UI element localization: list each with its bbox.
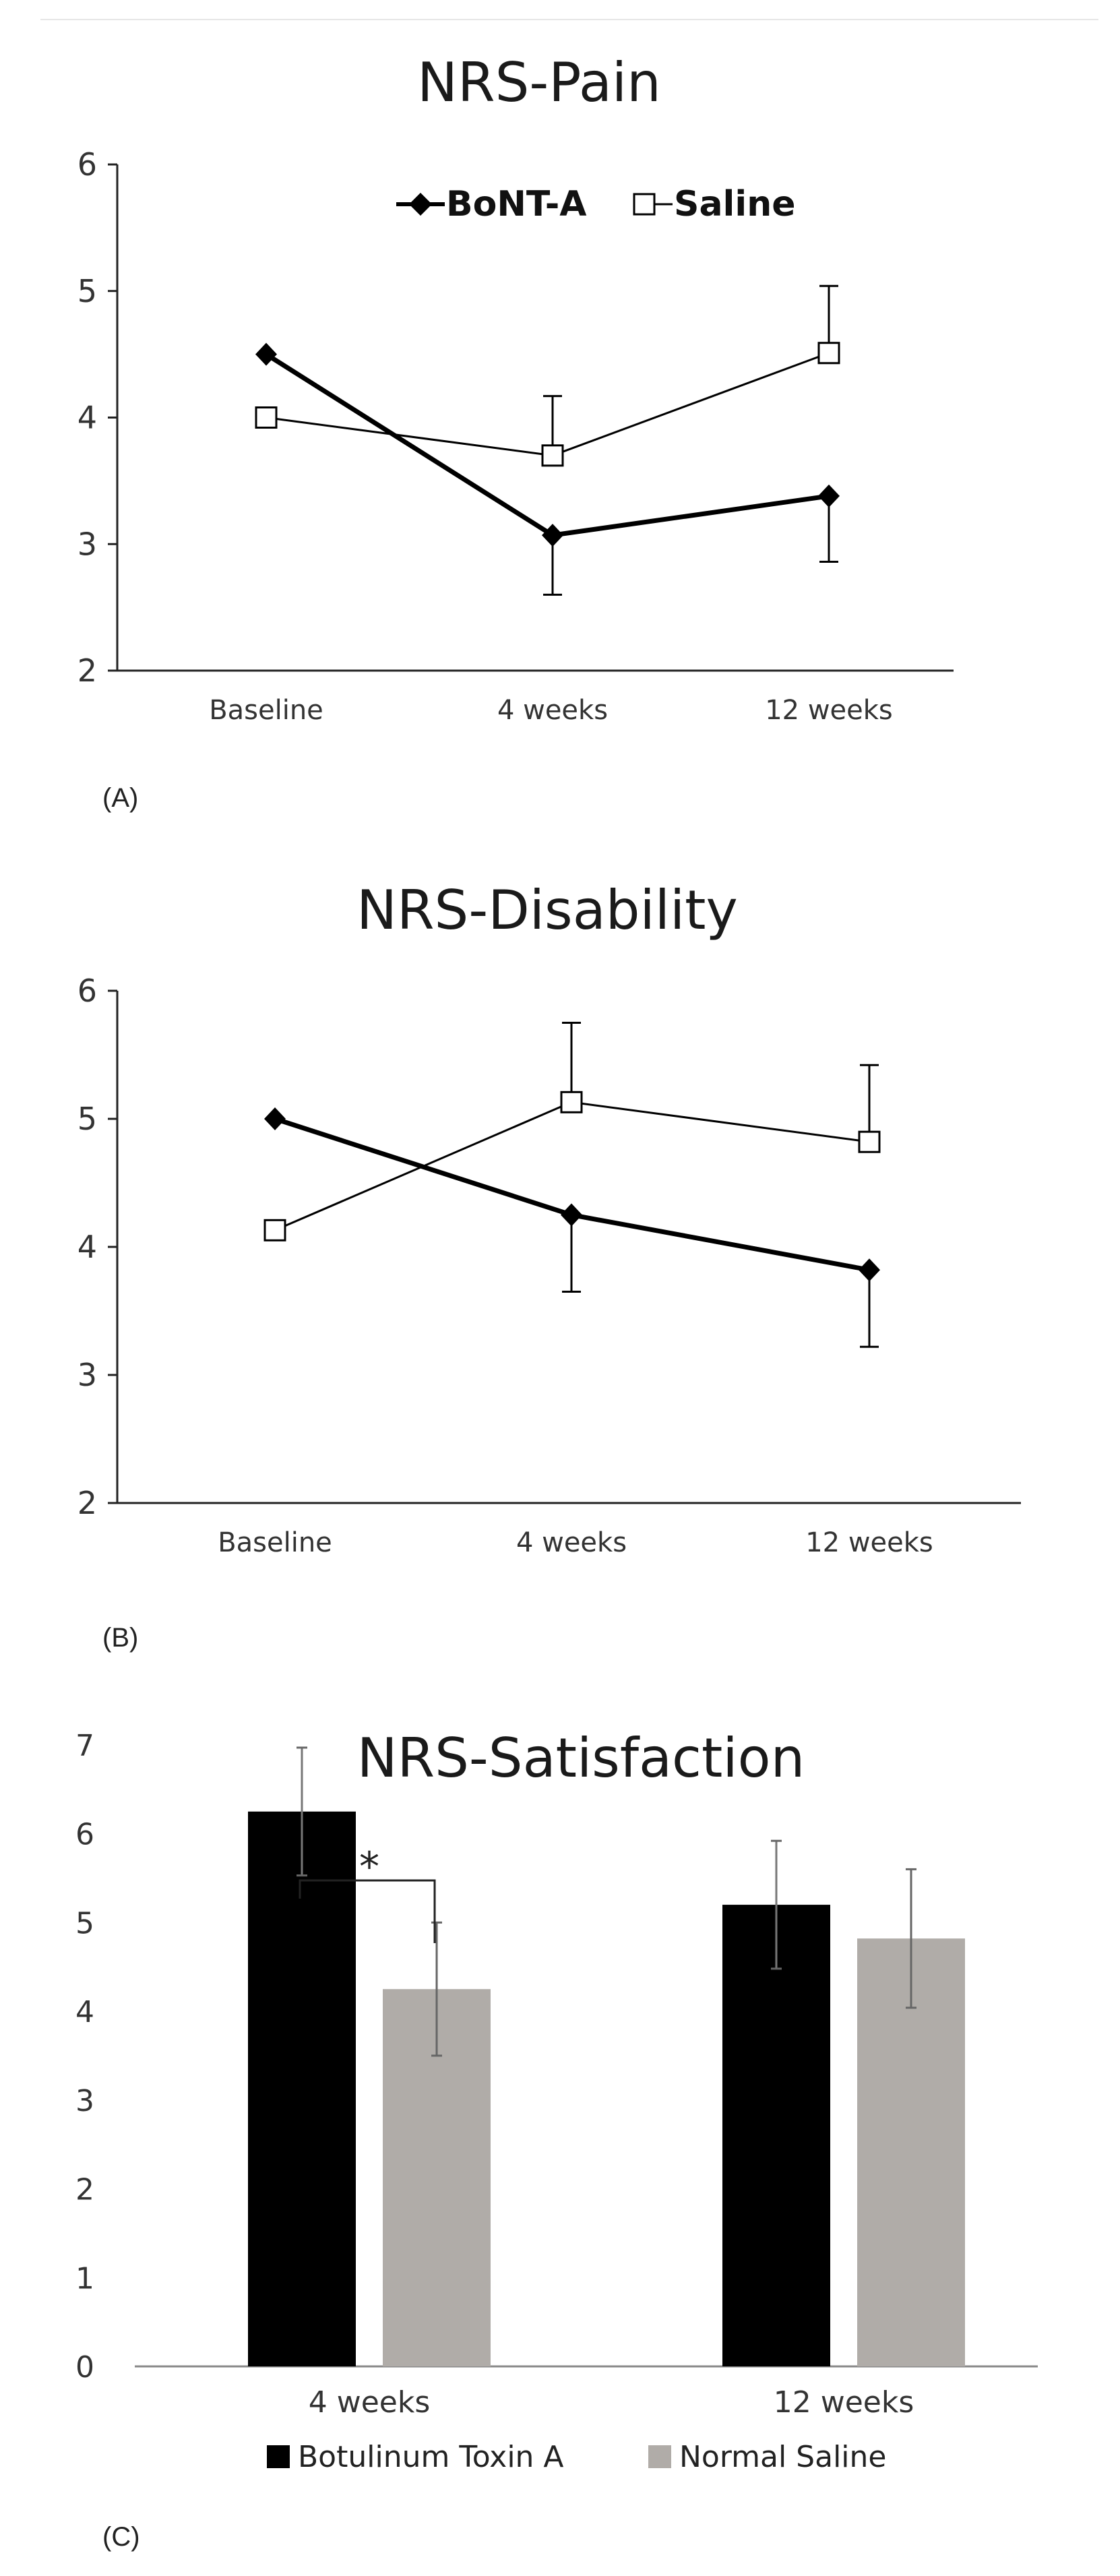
data-point (561, 1203, 582, 1227)
x-tick-label: Baseline (218, 1527, 332, 1558)
data-point (859, 1258, 880, 1282)
y-tick-label: 6 (75, 1818, 94, 1852)
bar (722, 1905, 830, 2366)
bar (248, 1811, 356, 2366)
y-tick-label: 2 (77, 652, 97, 689)
legend-saline-label: Saline (674, 184, 795, 224)
significance-bracket: * (299, 1843, 436, 1943)
y-tick-label: 1 (75, 2261, 94, 2296)
legend: BoNT-A Saline (396, 184, 795, 224)
y-tick-label: 0 (75, 2350, 94, 2385)
x-axis: Baseline 4 weeks 12 weeks (117, 669, 954, 726)
y-tick-label: 3 (77, 1357, 97, 1393)
y-tick-label: 4 (75, 1995, 94, 2029)
data-point (818, 484, 840, 508)
chart-nrs-disability: NRS-Disability 2 3 4 5 6 Baseline 4 weeks 12 w… (77, 879, 1021, 1558)
panel-a: NRS-Pain 2 3 4 5 6 Baseline 4 weeks 12 weeks B… (0, 0, 1120, 836)
series-botulinum-toxin-a (248, 1746, 830, 2366)
x-tick-label: 4 weeks (516, 1527, 627, 1558)
chart-title: NRS-Pain (417, 51, 661, 114)
legend-bont-label: BoNT-A (446, 184, 587, 224)
x-axis: 4 weeks 12 weeks (135, 2365, 1038, 2420)
data-point (542, 524, 563, 547)
legend-saline-label: Normal Saline (679, 2440, 886, 2474)
panel-c: NRS-Satisfaction 0 1 2 3 4 5 6 7 4 weeks 12 week… (0, 1678, 1120, 2576)
legend-saline-swatch (648, 2445, 671, 2468)
x-tick-label: 4 weeks (309, 2385, 431, 2420)
x-tick-label: 4 weeks (497, 695, 608, 726)
chart-title: NRS-Satisfaction (357, 1727, 805, 1789)
y-axis: 0 1 2 3 4 5 6 7 (75, 1729, 94, 2385)
data-point (263, 1219, 286, 1241)
data-point (255, 406, 278, 429)
y-tick-label: 4 (77, 1229, 97, 1265)
legend: Botulinum Toxin A Normal Saline (267, 2440, 886, 2474)
y-tick-label: 3 (75, 2084, 94, 2118)
data-point (560, 1091, 583, 1113)
y-axis: 2 3 4 5 6 (77, 146, 119, 689)
x-tick-label: Baseline (209, 695, 323, 726)
top-divider (40, 19, 1098, 20)
series-bont-a (264, 1107, 880, 1348)
data-point (264, 1107, 286, 1130)
chart-nrs-pain: NRS-Pain 2 3 4 5 6 Baseline 4 weeks 12 weeks B… (77, 51, 954, 726)
legend-saline-marker (633, 193, 656, 216)
panel-label: (A) (102, 783, 139, 813)
series-normal-saline (383, 1868, 965, 2366)
x-tick-label: 12 weeks (774, 2385, 914, 2420)
legend-bont-marker (409, 193, 432, 216)
series-line (266, 352, 830, 457)
legend-bont-swatch (267, 2445, 290, 2468)
y-tick-label: 5 (77, 273, 97, 309)
y-tick-label: 4 (77, 400, 97, 436)
y-tick-label: 2 (77, 1485, 97, 1521)
series-bont-a (255, 342, 840, 596)
y-tick-label: 6 (77, 973, 97, 1009)
panel-b: NRS-Disability 2 3 4 5 6 Baseline 4 weeks 12 w… (0, 836, 1120, 1678)
y-tick-label: 3 (77, 526, 97, 562)
panel-label: (B) (102, 1623, 139, 1653)
x-axis: Baseline 4 weeks 12 weeks (117, 1502, 1021, 1558)
y-tick-label: 2 (75, 2173, 94, 2207)
y-tick-label: 5 (77, 1101, 97, 1137)
y-tick-label: 5 (75, 1906, 94, 1940)
data-point (858, 1130, 881, 1153)
x-tick-label: 12 weeks (765, 695, 893, 726)
panel-label: (C) (102, 2522, 140, 2552)
series-saline (255, 284, 840, 467)
chart-nrs-satisfaction: NRS-Satisfaction 0 1 2 3 4 5 6 7 4 weeks 12 week… (75, 1727, 1038, 2474)
chart-title: NRS-Disability (356, 879, 738, 942)
y-axis: 2 3 4 5 6 (77, 973, 119, 1521)
y-tick-label: 7 (75, 1729, 94, 1763)
data-point (541, 444, 564, 467)
series-saline (263, 1022, 881, 1241)
legend-bont-label: Botulinum Toxin A (298, 2440, 564, 2474)
data-point (255, 342, 277, 366)
significance-star: * (359, 1843, 379, 1891)
bar (857, 1938, 965, 2366)
y-tick-label: 6 (77, 146, 97, 183)
x-tick-label: 12 weeks (805, 1527, 933, 1558)
data-point (817, 342, 840, 365)
